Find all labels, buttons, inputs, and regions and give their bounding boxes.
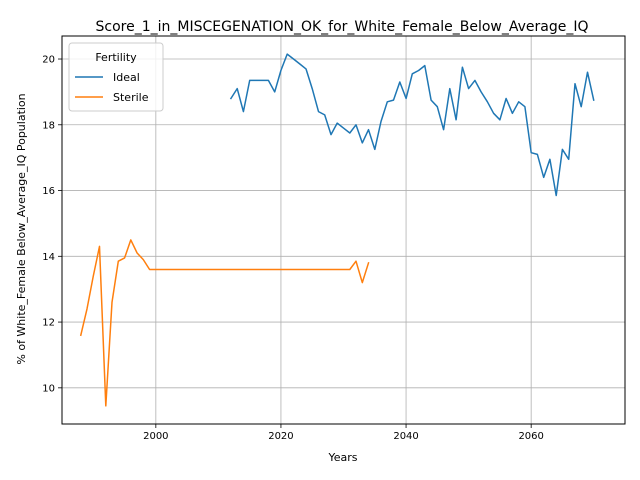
x-axis-label: Years — [327, 451, 357, 464]
chart-title: Score_1_in_MISCEGENATION_OK_for_White_Fe… — [96, 19, 589, 35]
y-axis-label: % of White_Female Below_Average_IQ Popul… — [15, 93, 28, 364]
y-tick-label: 14 — [42, 252, 55, 263]
legend: Fertility Ideal Sterile — [69, 43, 163, 111]
legend-title: Fertility — [95, 51, 137, 64]
y-tick-label: 10 — [42, 383, 55, 394]
x-tick-label: 2060 — [518, 431, 543, 442]
y-tick-label: 20 — [42, 55, 55, 66]
x-tick-label: 2040 — [393, 431, 418, 442]
y-tick-label: 16 — [42, 186, 55, 197]
x-tick-label: 2020 — [268, 431, 293, 442]
y-tick-label: 18 — [42, 120, 55, 131]
legend-label-sterile: Sterile — [113, 91, 149, 104]
x-tick-label: 2000 — [143, 431, 168, 442]
y-tick-label: 12 — [42, 318, 55, 329]
legend-label-ideal: Ideal — [113, 71, 140, 84]
